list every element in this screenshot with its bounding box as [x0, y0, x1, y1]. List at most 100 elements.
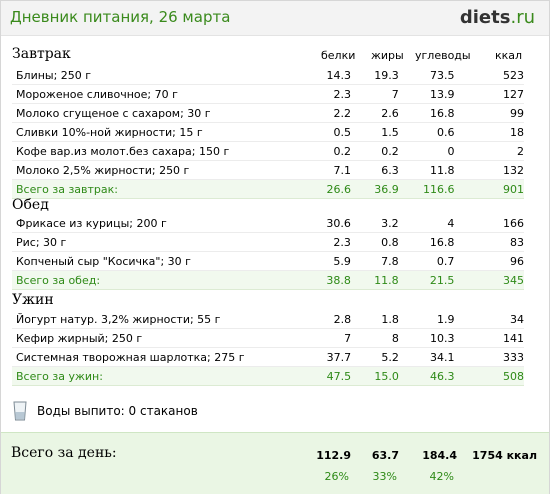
kcal-value: 96	[454, 251, 524, 271]
total-fat: 11.8	[350, 270, 399, 290]
fat-value: 1.5	[350, 122, 399, 142]
food-name: Йогурт натур. 3,2% жирности; 55 г	[12, 310, 298, 329]
protein-value: 37.7	[297, 347, 352, 367]
total-carbs: 21.5	[398, 270, 455, 290]
fat-value: 5.2	[351, 347, 399, 367]
food-name: Рис; 30 г	[12, 232, 298, 252]
fat-value: 7	[350, 84, 399, 104]
total-fat: 15.0	[351, 366, 399, 386]
table-row[interactable]: Копченый сыр "Косичка"; 30 г 5.9 7.8 0.7…	[12, 251, 524, 271]
logo-suffix: .ru	[510, 7, 535, 28]
header-bar: Дневник питания, 26 марта diets.ru	[1, 1, 549, 36]
food-name: Копченый сыр "Косичка"; 30 г	[12, 251, 298, 271]
water-text: Воды выпито: 0 стаканов	[37, 404, 198, 418]
carbs-value: 4	[398, 214, 455, 233]
day-total-panel: Всего за день: 112.9 63.7 184.4 1754 кка…	[1, 432, 549, 494]
column-protein: белки	[321, 49, 356, 62]
total-kcal: 345	[454, 270, 524, 290]
total-label: Всего за обед:	[12, 270, 298, 290]
carbs-value: 73.5	[398, 66, 455, 85]
table-row[interactable]: Сливки 10%-ной жирности; 15 г 0.5 1.5 0.…	[12, 122, 524, 142]
day-total-label: Всего за день:	[11, 445, 117, 461]
fat-value: 8	[351, 328, 399, 348]
fat-value: 6.3	[350, 160, 399, 180]
water-glass-icon	[13, 401, 27, 421]
meal-title-breakfast: Завтрак	[12, 46, 71, 62]
table-row[interactable]: Кофе вар.из молот.без сахара; 150 г 0.2 …	[12, 141, 524, 161]
kcal-value: 127	[454, 84, 524, 104]
day-total-protein: 112.9	[316, 449, 351, 462]
carbs-value: 11.8	[398, 160, 455, 180]
protein-value: 2.2	[297, 103, 351, 123]
column-kcal: ккал	[495, 49, 523, 62]
table-row[interactable]: Фрикасе из курицы; 200 г 30.6 3.2 4 166	[12, 214, 524, 233]
day-fat-percent: 33%	[372, 470, 397, 483]
site-logo[interactable]: diets.ru	[460, 7, 535, 28]
logo-main: diets	[459, 7, 511, 28]
total-label: Всего за ужин:	[12, 366, 298, 386]
meal-table-lunch: Фрикасе из курицы; 200 г 30.6 3.2 4 166 …	[12, 214, 524, 290]
carbs-value: 34.1	[398, 347, 455, 367]
total-carbs: 116.6	[398, 179, 455, 199]
meal-title-dinner: Ужин	[12, 292, 54, 308]
page-title: Дневник питания, 26 марта	[10, 8, 231, 26]
carbs-value: 16.8	[398, 232, 455, 252]
kcal-value: 18	[454, 122, 524, 142]
protein-value: 0.5	[297, 122, 351, 142]
total-protein: 47.5	[297, 366, 352, 386]
table-row[interactable]: Кефир жирный; 250 г 7 8 10.3 141	[12, 328, 524, 348]
fat-value: 3.2	[350, 214, 399, 233]
total-fat: 36.9	[350, 179, 399, 199]
food-name: Мороженое сливочное; 70 г	[12, 84, 298, 104]
fat-value: 7.8	[350, 251, 399, 271]
protein-value: 14.3	[297, 66, 351, 85]
day-total-fat: 63.7	[371, 449, 399, 462]
carbs-value: 1.9	[398, 310, 455, 329]
fat-value: 19.3	[350, 66, 399, 85]
kcal-value: 141	[454, 328, 524, 348]
carbs-value: 0	[398, 141, 455, 161]
table-row[interactable]: Йогурт натур. 3,2% жирности; 55 г 2.8 1.…	[12, 310, 524, 329]
protein-value: 2.3	[297, 84, 351, 104]
food-name: Сливки 10%-ной жирности; 15 г	[12, 122, 298, 142]
table-row[interactable]: Блины; 250 г 14.3 19.3 73.5 523	[12, 66, 524, 85]
table-row[interactable]: Молоко сгущеное с сахаром; 30 г 2.2 2.6 …	[12, 103, 524, 123]
kcal-value: 523	[454, 66, 524, 85]
fat-value: 1.8	[351, 310, 399, 329]
protein-value: 30.6	[297, 214, 351, 233]
table-row[interactable]: Системная творожная шарлотка; 275 г 37.7…	[12, 347, 524, 367]
kcal-value: 166	[454, 214, 524, 233]
kcal-value: 333	[454, 347, 524, 367]
total-kcal: 508	[454, 366, 524, 386]
column-carbs: углеводы	[415, 49, 471, 62]
protein-value: 7.1	[297, 160, 351, 180]
total-row-lunch: Всего за обед: 38.8 11.8 21.5 345	[12, 270, 524, 290]
table-row[interactable]: Рис; 30 г 2.3 0.8 16.8 83	[12, 232, 524, 252]
protein-value: 2.8	[297, 310, 352, 329]
total-protein: 26.6	[297, 179, 351, 199]
protein-value: 5.9	[297, 251, 351, 271]
food-name: Кефир жирный; 250 г	[12, 328, 298, 348]
day-total-carbs: 184.4	[422, 449, 457, 462]
carbs-value: 16.8	[398, 103, 455, 123]
protein-value: 7	[297, 328, 352, 348]
carbs-value: 0.7	[398, 251, 455, 271]
total-kcal: 901	[454, 179, 524, 199]
table-row[interactable]: Молоко 2,5% жирности; 250 г 7.1 6.3 11.8…	[12, 160, 524, 180]
total-label: Всего за завтрак:	[12, 179, 298, 199]
food-name: Блины; 250 г	[12, 66, 298, 85]
day-protein-percent: 26%	[324, 470, 349, 483]
food-name: Системная творожная шарлотка; 275 г	[12, 347, 298, 367]
total-protein: 38.8	[297, 270, 351, 290]
meal-table-breakfast: Блины; 250 г 14.3 19.3 73.5 523 Морожено…	[12, 66, 524, 199]
kcal-value: 34	[454, 310, 524, 329]
kcal-value: 2	[454, 141, 524, 161]
table-row[interactable]: Мороженое сливочное; 70 г 2.3 7 13.9 127	[12, 84, 524, 104]
kcal-value: 132	[454, 160, 524, 180]
kcal-value: 99	[454, 103, 524, 123]
carbs-value: 0.6	[398, 122, 455, 142]
protein-value: 2.3	[297, 232, 351, 252]
meal-title-lunch: Обед	[12, 197, 49, 213]
food-name: Кофе вар.из молот.без сахара; 150 г	[12, 141, 298, 161]
